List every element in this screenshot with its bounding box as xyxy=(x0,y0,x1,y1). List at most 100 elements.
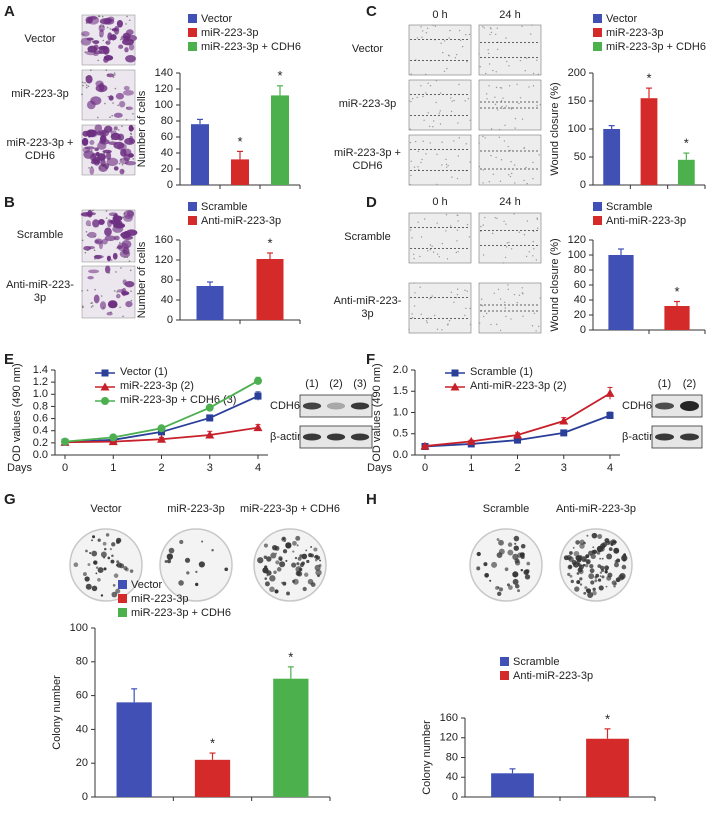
pore xyxy=(102,25,105,27)
cell-speck xyxy=(434,25,437,27)
colony xyxy=(301,553,308,560)
cell-speck xyxy=(446,67,448,70)
pore xyxy=(83,33,85,36)
cell-speck xyxy=(514,127,516,129)
marker xyxy=(559,416,569,425)
colony xyxy=(613,562,619,568)
cell-speck xyxy=(495,323,498,326)
colony xyxy=(606,553,613,560)
colony xyxy=(91,539,93,542)
colony xyxy=(594,579,598,583)
cell-speck xyxy=(495,71,497,73)
cell-speck xyxy=(506,60,508,63)
legend-label: miR-223-3p + CDH6 (3) xyxy=(120,394,237,406)
cell-speck xyxy=(461,45,464,48)
colony xyxy=(178,580,184,586)
image-row-label-box: Vector xyxy=(352,43,383,55)
colony xyxy=(195,570,198,573)
wound-image xyxy=(408,282,472,334)
cell-speck xyxy=(464,289,466,292)
cell-speck xyxy=(425,320,428,322)
blot-strip xyxy=(651,425,703,449)
cell-speck xyxy=(414,140,417,143)
y-tick-label: 0.5 xyxy=(393,428,408,440)
colony xyxy=(314,554,319,558)
cell-speck xyxy=(413,166,416,168)
colony xyxy=(297,556,302,561)
legend-swatch xyxy=(118,594,127,603)
cell-speck xyxy=(510,160,512,163)
stained-cell xyxy=(112,225,124,233)
image-row-label-box: Vector xyxy=(24,33,55,45)
y-tick-label: 80 xyxy=(161,115,173,127)
stained-cell xyxy=(95,80,104,87)
cell-speck xyxy=(449,29,451,32)
cell-speck xyxy=(504,256,507,259)
legend-swatch xyxy=(188,14,197,23)
culture-dish xyxy=(159,528,233,602)
cell-speck xyxy=(466,290,468,292)
cell-speck xyxy=(438,112,441,114)
colony xyxy=(506,583,510,587)
x-tick-label: 1 xyxy=(110,462,116,474)
colony xyxy=(274,545,280,551)
colony xyxy=(264,577,268,580)
cell-speck xyxy=(457,122,459,124)
pore xyxy=(94,235,96,238)
cell-speck xyxy=(508,241,510,244)
cell-speck xyxy=(478,142,480,144)
cell-speck xyxy=(508,85,511,87)
image-row-label-box: Anti-miR-223-3p xyxy=(6,279,74,304)
cell-speck xyxy=(411,98,414,100)
cell-speck xyxy=(482,135,484,138)
pore xyxy=(111,114,114,117)
colony xyxy=(276,567,282,572)
stained-cell xyxy=(97,141,107,150)
stained-cell xyxy=(99,301,107,310)
stained-cell xyxy=(94,147,99,152)
panel-letter: A xyxy=(4,3,15,20)
colony xyxy=(269,586,275,593)
pore xyxy=(93,51,96,53)
colony xyxy=(604,570,608,574)
wound-image xyxy=(478,282,542,334)
blot-band xyxy=(326,433,346,441)
colony xyxy=(595,573,600,578)
cell-speck xyxy=(499,86,502,89)
marker xyxy=(420,441,430,450)
cell-speck xyxy=(513,293,516,296)
cell-speck xyxy=(439,110,441,112)
pore xyxy=(85,22,88,24)
legend-swatch xyxy=(593,202,602,211)
y-tick-label: 40 xyxy=(161,294,173,306)
cell-speck xyxy=(494,217,496,219)
cell-speck xyxy=(519,97,522,99)
pore xyxy=(107,164,110,166)
colony xyxy=(579,543,585,549)
blot-lane-label: (2) xyxy=(683,378,696,390)
colony xyxy=(115,588,121,594)
cell-speck xyxy=(468,33,471,36)
legend-swatch xyxy=(593,42,602,51)
cell-speck xyxy=(413,305,416,307)
cell-speck xyxy=(536,104,538,107)
colony xyxy=(514,583,520,589)
legend-label: miR-223-3p xyxy=(606,27,663,39)
blot-band xyxy=(350,433,370,441)
marker xyxy=(254,376,262,385)
cell-speck xyxy=(410,160,412,162)
colony xyxy=(586,534,589,537)
colony xyxy=(589,568,595,574)
y-tick-label: 2.0 xyxy=(393,364,408,376)
cell-speck xyxy=(453,140,455,142)
pore xyxy=(93,249,96,252)
cell-speck xyxy=(539,297,541,299)
pore xyxy=(122,216,124,218)
pore xyxy=(112,76,115,78)
colony xyxy=(604,565,610,571)
y-tick-label: 100 xyxy=(70,622,88,634)
colony xyxy=(279,561,286,568)
y-tick-label: 1.4 xyxy=(33,364,48,376)
pore xyxy=(81,81,84,84)
colony xyxy=(224,567,229,572)
